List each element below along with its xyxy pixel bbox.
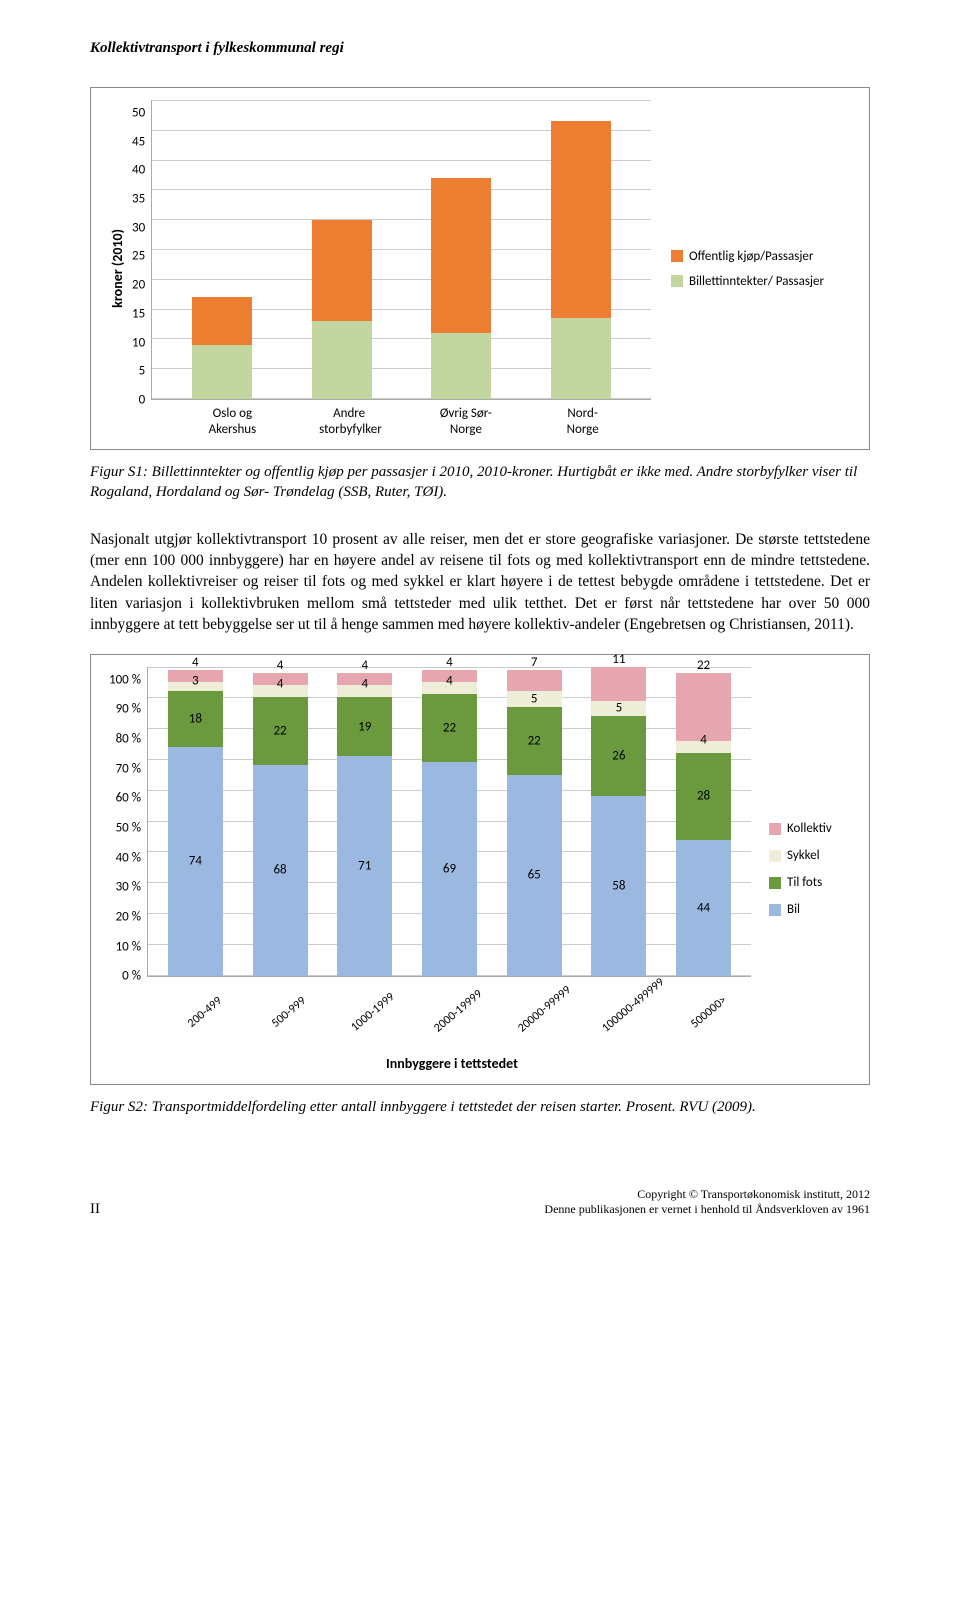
figure-s1-caption: Figur S1: Billettinntekter og offentlig … (90, 462, 870, 503)
chart2-plot: 4318744422684419714422697522651152658224… (147, 667, 751, 977)
figure-s1: kroner (2010) 05101520253035404550 Oslo … (90, 87, 870, 450)
running-head: Kollektivtransport i fylkeskommunal regi (90, 40, 870, 57)
chart1-ylabel: kroner (2010) (109, 229, 132, 308)
chart2-y-axis: 0 %10 %20 %30 %40 %50 %60 %70 %80 %90 %1… (109, 667, 147, 977)
footer-copyright: Copyright © Transportøkonomisk institutt… (544, 1187, 870, 1203)
chart1-x-labels: Oslo og AkershusAndre storbyfylkerØvrig … (164, 400, 651, 437)
chart1-legend: Offentlig kjøp/PassasjerBillettinntekter… (651, 100, 851, 437)
chart2-x-labels: 200-499500-9991000-19992000-1999920000-9… (153, 977, 751, 1047)
chart1-y-axis: 05101520253035404550 (132, 100, 151, 400)
page-footer: II Copyright © Transportøkonomisk instit… (90, 1187, 870, 1218)
footer-note: Denne publikasjonen er vernet i henhold … (544, 1202, 870, 1218)
chart2-legend: KollektivSykkelTil fotsBil (751, 667, 851, 1072)
figure-s2: 0 %10 %20 %30 %40 %50 %60 %70 %80 %90 %1… (90, 654, 870, 1085)
figure-s2-caption: Figur S2: Transportmiddelfordeling etter… (90, 1097, 870, 1117)
page-number: II (90, 1201, 100, 1218)
chart1-plot (151, 100, 651, 400)
body-paragraph: Nasjonalt utgjør kollektivtransport 10 p… (90, 529, 870, 636)
